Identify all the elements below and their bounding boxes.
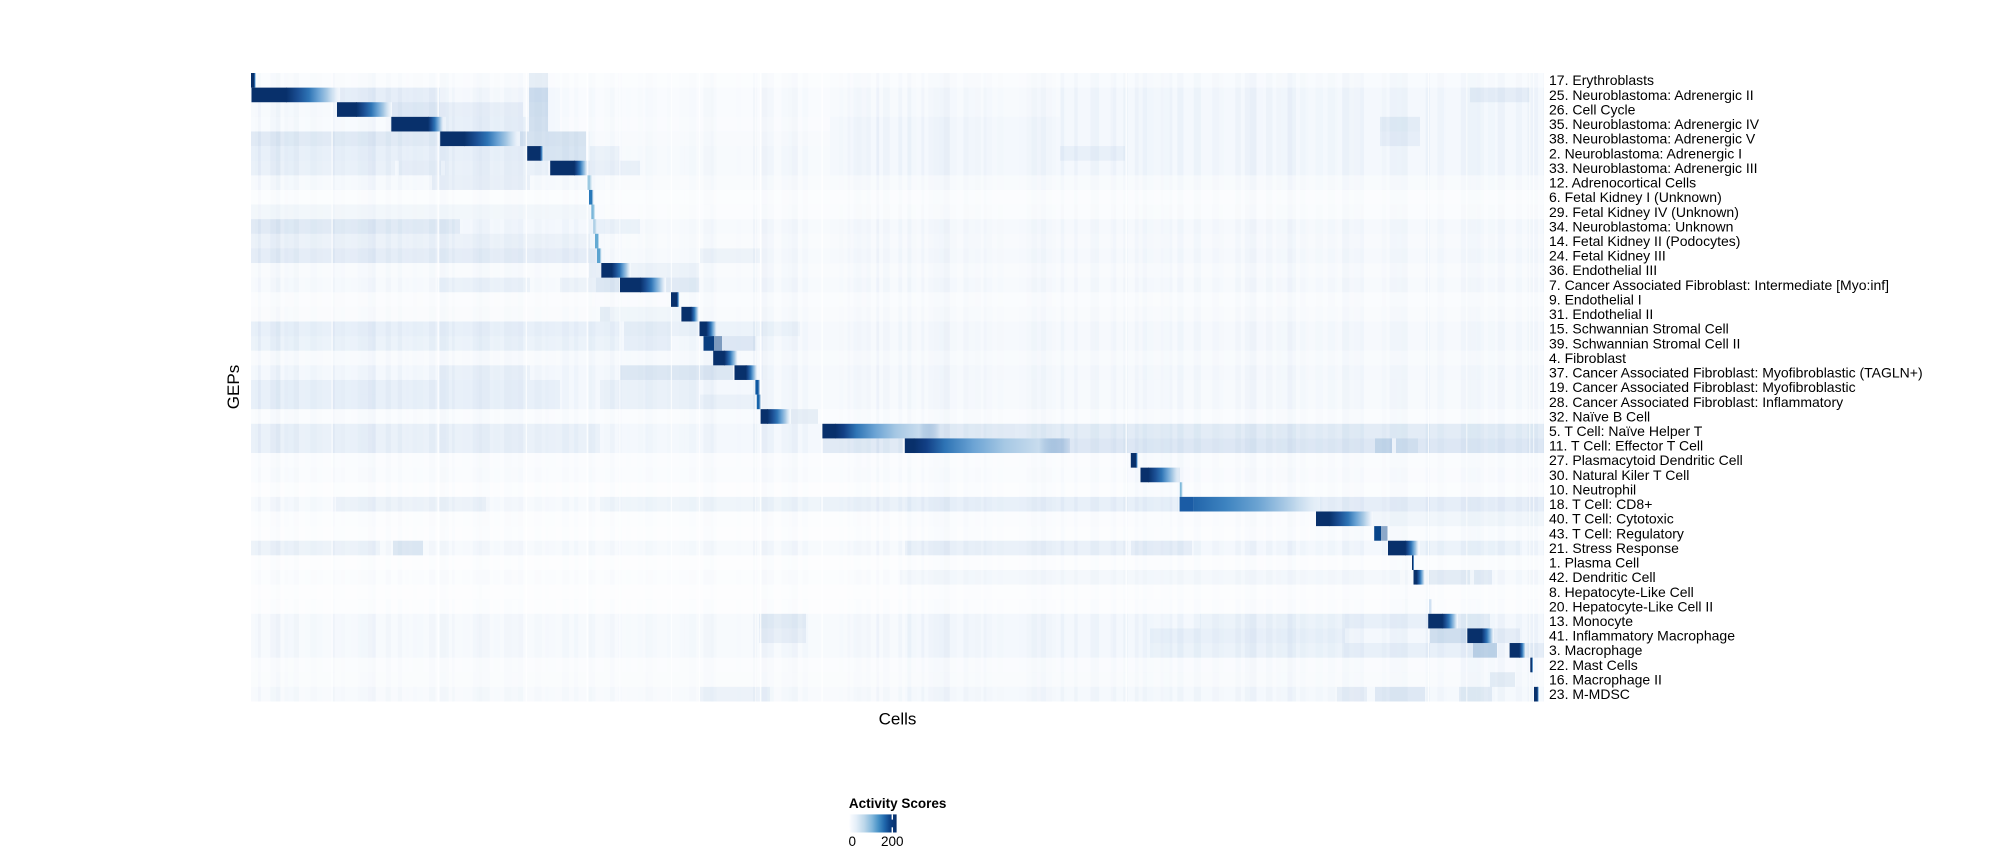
svg-text:38. Neuroblastoma: Adrenergic: 38. Neuroblastoma: Adrenergic V <box>1549 131 1756 147</box>
svg-text:24. Fetal Kidney III: 24. Fetal Kidney III <box>1549 248 1666 264</box>
svg-text:0: 0 <box>848 834 856 849</box>
svg-text:22. Mast Cells: 22. Mast Cells <box>1549 657 1638 673</box>
svg-text:18. T Cell: CD8+: 18. T Cell: CD8+ <box>1549 496 1652 512</box>
svg-text:17. Erythroblasts: 17. Erythroblasts <box>1549 72 1654 88</box>
svg-text:31. Endothelial II: 31. Endothelial II <box>1549 306 1653 322</box>
svg-text:Cells: Cells <box>879 710 917 729</box>
svg-text:29. Fetal Kidney IV (Unknown): 29. Fetal Kidney IV (Unknown) <box>1549 204 1739 220</box>
svg-text:16. Macrophage II: 16. Macrophage II <box>1549 672 1662 688</box>
svg-text:200: 200 <box>881 834 904 849</box>
svg-text:30. Natural Kiler T Cell: 30. Natural Kiler T Cell <box>1549 467 1689 483</box>
svg-text:26. Cell Cycle: 26. Cell Cycle <box>1549 101 1636 117</box>
svg-text:42. Dendritic Cell: 42. Dendritic Cell <box>1549 569 1656 585</box>
svg-text:36. Endothelial III: 36. Endothelial III <box>1549 262 1657 278</box>
svg-text:37. Cancer Associated Fibrobla: 37. Cancer Associated Fibroblast: Myofib… <box>1549 365 1923 381</box>
svg-text:13. Monocyte: 13. Monocyte <box>1549 613 1633 629</box>
svg-text:32. Naïve B Cell: 32. Naïve B Cell <box>1549 408 1650 424</box>
svg-text:40. T Cell: Cytotoxic: 40. T Cell: Cytotoxic <box>1549 511 1674 527</box>
svg-text:3. Macrophage: 3. Macrophage <box>1549 642 1643 658</box>
svg-text:43. T Cell: Regulatory: 43. T Cell: Regulatory <box>1549 525 1684 541</box>
svg-text:Activity Scores: Activity Scores <box>849 796 947 811</box>
svg-text:34. Neuroblastoma: Unknown: 34. Neuroblastoma: Unknown <box>1549 218 1733 234</box>
svg-text:8. Hepatocyte-Like Cell: 8. Hepatocyte-Like Cell <box>1549 584 1694 600</box>
svg-text:39. Schwannian Stromal Cell II: 39. Schwannian Stromal Cell II <box>1549 335 1740 351</box>
svg-text:GEPs: GEPs <box>224 365 243 409</box>
svg-text:5. T Cell: Naïve Helper T: 5. T Cell: Naïve Helper T <box>1549 423 1703 439</box>
svg-text:35. Neuroblastoma: Adrenergic: 35. Neuroblastoma: Adrenergic IV <box>1549 116 1760 132</box>
svg-text:33. Neuroblastoma: Adrenergic: 33. Neuroblastoma: Adrenergic III <box>1549 160 1758 176</box>
svg-text:23. M-MDSC: 23. M-MDSC <box>1549 686 1630 702</box>
svg-text:14. Fetal Kidney II (Podocytes: 14. Fetal Kidney II (Podocytes) <box>1549 233 1740 249</box>
svg-text:21. Stress Response: 21. Stress Response <box>1549 540 1679 556</box>
svg-text:4. Fibroblast: 4. Fibroblast <box>1549 350 1626 366</box>
svg-text:9. Endothelial I: 9. Endothelial I <box>1549 292 1642 308</box>
svg-text:11. T Cell: Effector T Cell: 11. T Cell: Effector T Cell <box>1549 438 1703 454</box>
svg-text:19. Cancer Associated Fibrobla: 19. Cancer Associated Fibroblast: Myofib… <box>1549 379 1856 395</box>
svg-text:41. Inflammatory Macrophage: 41. Inflammatory Macrophage <box>1549 628 1735 644</box>
svg-text:25. Neuroblastoma: Adrenergic: 25. Neuroblastoma: Adrenergic II <box>1549 87 1754 103</box>
svg-text:2. Neuroblastoma: Adrenergic I: 2. Neuroblastoma: Adrenergic I <box>1549 145 1742 161</box>
svg-text:1. Plasma Cell: 1. Plasma Cell <box>1549 555 1639 571</box>
svg-text:6. Fetal Kidney I (Unknown): 6. Fetal Kidney I (Unknown) <box>1549 189 1722 205</box>
svg-text:15. Schwannian Stromal Cell: 15. Schwannian Stromal Cell <box>1549 321 1729 337</box>
svg-text:10. Neutrophil: 10. Neutrophil <box>1549 482 1636 498</box>
svg-text:28. Cancer Associated Fibrobla: 28. Cancer Associated Fibroblast: Inflam… <box>1549 394 1843 410</box>
svg-text:12. Adrenocortical Cells: 12. Adrenocortical Cells <box>1549 175 1696 191</box>
svg-text:27. Plasmacytoid Dendritic Cel: 27. Plasmacytoid Dendritic Cell <box>1549 452 1743 468</box>
svg-text:7. Cancer Associated Fibroblas: 7. Cancer Associated Fibroblast: Interme… <box>1549 277 1889 293</box>
svg-text:20. Hepatocyte-Like Cell II: 20. Hepatocyte-Like Cell II <box>1549 598 1713 614</box>
